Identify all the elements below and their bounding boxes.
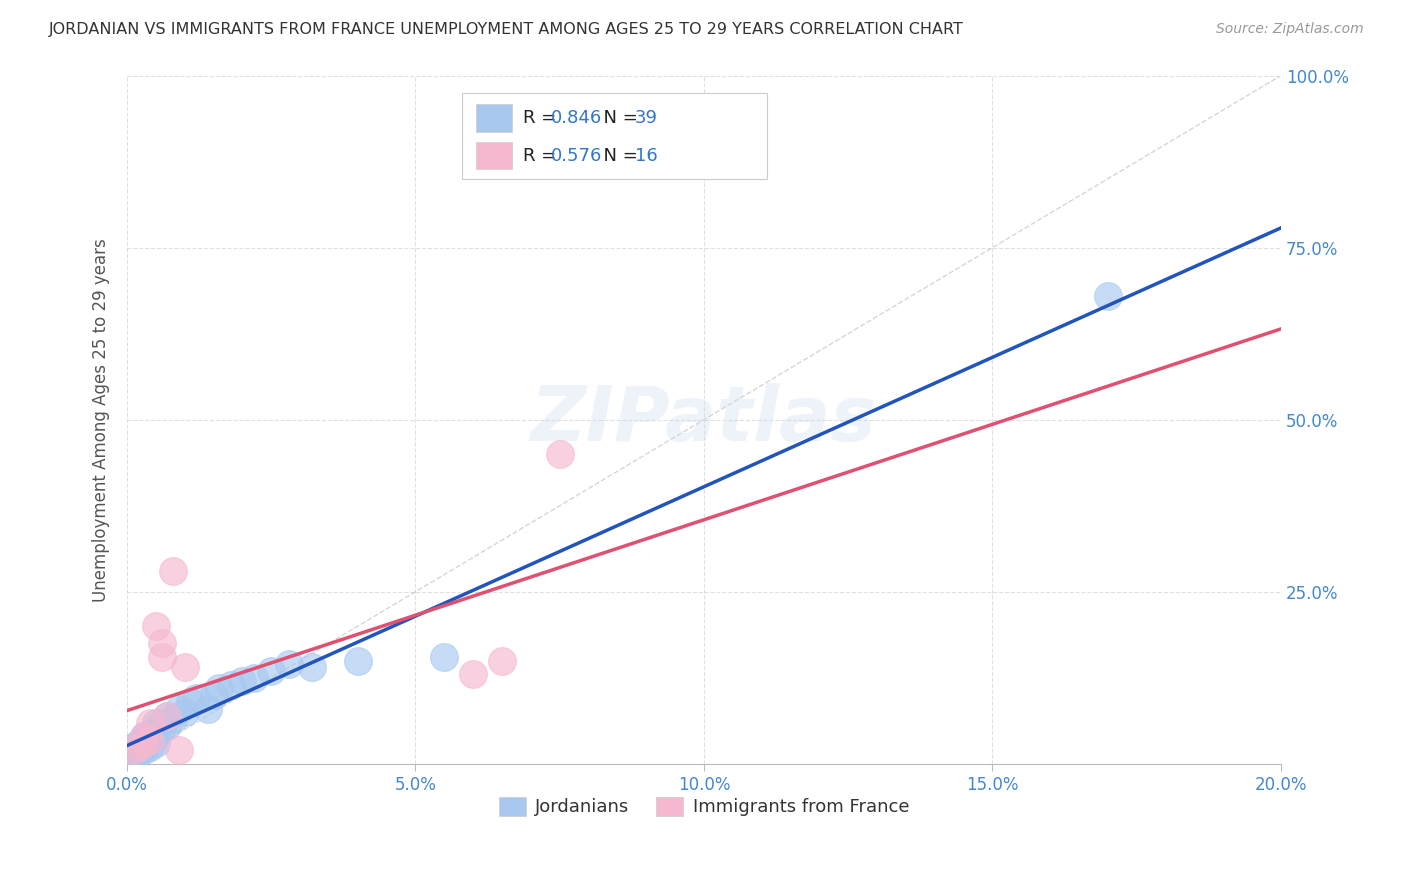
Point <box>463 667 485 681</box>
Point <box>219 678 242 692</box>
Y-axis label: Unemployment Among Ages 25 to 29 years: Unemployment Among Ages 25 to 29 years <box>93 238 110 601</box>
Point <box>173 705 195 719</box>
Point <box>150 715 173 730</box>
FancyBboxPatch shape <box>461 93 768 178</box>
Point <box>433 650 456 665</box>
Point <box>186 691 208 706</box>
Point <box>1097 289 1119 303</box>
Text: 0.576: 0.576 <box>551 146 603 164</box>
Point <box>167 743 190 757</box>
Point <box>128 736 150 750</box>
Point <box>134 743 156 757</box>
Point <box>162 564 184 578</box>
Point <box>491 654 513 668</box>
Text: JORDANIAN VS IMMIGRANTS FROM FRANCE UNEMPLOYMENT AMONG AGES 25 TO 29 YEARS CORRE: JORDANIAN VS IMMIGRANTS FROM FRANCE UNEM… <box>49 22 965 37</box>
Point <box>134 729 156 743</box>
Point <box>145 715 167 730</box>
Point <box>121 743 143 757</box>
Point <box>121 743 143 757</box>
Text: R =: R = <box>523 146 562 164</box>
Point <box>179 695 201 709</box>
Point <box>121 747 143 761</box>
Point <box>134 736 156 750</box>
Point <box>121 739 143 754</box>
FancyBboxPatch shape <box>477 104 512 132</box>
Point <box>231 674 253 689</box>
Text: N =: N = <box>592 110 644 128</box>
Point <box>128 747 150 761</box>
Point <box>197 702 219 716</box>
Point <box>156 719 179 733</box>
Point <box>134 736 156 750</box>
Point <box>173 660 195 674</box>
Point <box>243 671 266 685</box>
Text: 16: 16 <box>636 146 658 164</box>
Point <box>145 736 167 750</box>
Text: N =: N = <box>592 146 644 164</box>
Point <box>139 732 162 747</box>
Point <box>139 715 162 730</box>
Point <box>145 729 167 743</box>
Point <box>134 739 156 754</box>
Text: R =: R = <box>523 110 562 128</box>
Point <box>145 619 167 633</box>
Point <box>208 681 231 695</box>
Point <box>150 723 173 737</box>
Point <box>167 702 190 716</box>
FancyBboxPatch shape <box>477 142 512 169</box>
Point <box>162 712 184 726</box>
Point <box>346 654 368 668</box>
Legend: Jordanians, Immigrants from France: Jordanians, Immigrants from France <box>492 789 917 823</box>
Point <box>139 732 162 747</box>
Text: 39: 39 <box>636 110 658 128</box>
Point <box>156 708 179 723</box>
Point <box>128 739 150 754</box>
Point <box>128 743 150 757</box>
Text: ZIPatlas: ZIPatlas <box>531 383 877 457</box>
Point <box>139 726 162 740</box>
Point <box>150 636 173 650</box>
Point <box>156 708 179 723</box>
Point <box>134 732 156 747</box>
Point <box>134 729 156 743</box>
Point <box>260 664 283 678</box>
Point <box>277 657 299 671</box>
Point <box>202 688 225 702</box>
Text: 0.846: 0.846 <box>551 110 603 128</box>
Point <box>548 447 571 461</box>
Point <box>139 739 162 754</box>
Point <box>150 650 173 665</box>
Text: Source: ZipAtlas.com: Source: ZipAtlas.com <box>1216 22 1364 37</box>
Point <box>301 660 323 674</box>
Point <box>128 739 150 754</box>
